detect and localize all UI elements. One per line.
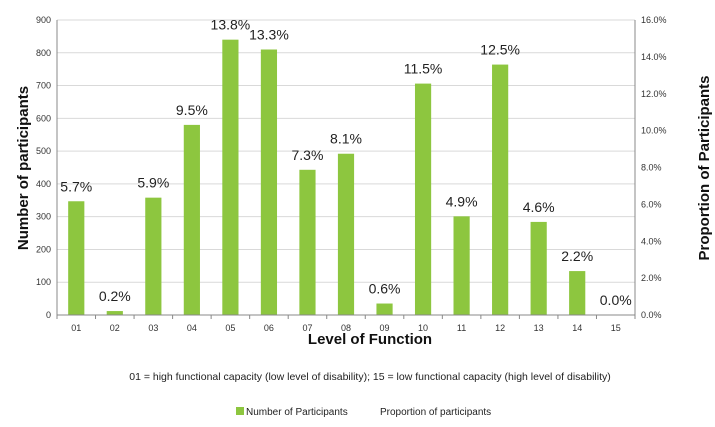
x-tick-label: 10 <box>418 323 428 333</box>
bar <box>569 271 586 315</box>
y2-tick-label: 14.0% <box>641 52 667 62</box>
x-tick-label: 13 <box>534 323 544 333</box>
bar <box>376 303 393 315</box>
bar <box>492 64 509 315</box>
y2-tick-label: 10.0% <box>641 126 667 136</box>
y-tick-label: 800 <box>36 48 51 58</box>
x-tick-label: 03 <box>148 323 158 333</box>
y-tick-label: 100 <box>36 277 51 287</box>
x-tick-label: 15 <box>611 323 621 333</box>
bar <box>530 221 547 315</box>
x-axis: 01 02 03 04 05 06 07 08 09 10 11 12 13 14 15 <box>56 314 636 333</box>
data-label: 13.8% <box>211 17 251 33</box>
bar <box>453 216 470 315</box>
y-axis-right: 0.0% 2.0% 4.0% 6.0% 8.0% 10.0% 12.0% 14.0% 16.0% <box>634 15 667 320</box>
x-tick-label: 06 <box>264 323 274 333</box>
y-tick-label: 200 <box>36 244 51 254</box>
x-tick-label: 12 <box>495 323 505 333</box>
y2-tick-label: 2.0% <box>641 273 662 283</box>
bar <box>183 124 200 315</box>
data-label: 5.9% <box>137 175 169 191</box>
x-axis-title: Level of Function <box>308 331 432 348</box>
x-tick-label: 14 <box>572 323 582 333</box>
bar <box>222 39 239 316</box>
y2-tick-label: 12.0% <box>641 89 667 99</box>
data-label: 8.1% <box>330 131 362 147</box>
x-tick-label: 11 <box>457 323 466 333</box>
data-label: 4.6% <box>523 199 555 215</box>
y-axis-title: Number of participants <box>15 86 32 250</box>
data-label: 12.5% <box>480 42 520 58</box>
data-label: 0.6% <box>369 281 401 297</box>
bar <box>260 49 278 315</box>
y2-tick-label: 16.0% <box>641 15 667 25</box>
data-label: 0.2% <box>99 288 131 304</box>
x-tick-label: 05 <box>225 323 235 333</box>
y2-tick-label: 0.0% <box>641 310 662 320</box>
y-tick-label: 300 <box>36 212 51 222</box>
bar <box>414 83 432 315</box>
y2-tick-label: 4.0% <box>641 236 662 246</box>
y-axis-left: 0 100 200 300 400 500 600 700 800 900 <box>36 15 58 320</box>
x-tick-label: 02 <box>110 323 120 333</box>
y2-tick-label: 8.0% <box>641 163 662 173</box>
y-tick-label: 0 <box>46 310 51 320</box>
y-tick-label: 600 <box>36 113 51 123</box>
data-labels: 5.7% 0.2% 5.9% 9.5% 13.8%13.3% 7.3% 8.1% 0.6% 11… <box>60 17 631 308</box>
bar <box>337 153 355 315</box>
bar <box>299 169 316 315</box>
legend-label-number: Number of Participants <box>246 407 348 418</box>
y2-axis-title: Proportion of Participants <box>696 75 713 260</box>
bar <box>145 197 162 315</box>
x-tick-label: 07 <box>302 323 312 333</box>
legend: Number of Participants Proportion of par… <box>236 407 491 418</box>
y-tick-label: 400 <box>36 179 51 189</box>
y-tick-label: 900 <box>36 15 51 25</box>
data-label: 0.0% <box>600 292 632 308</box>
data-label: 13.3% <box>249 27 289 43</box>
data-label: 7.3% <box>292 147 324 163</box>
bars <box>68 39 586 316</box>
data-label: 2.2% <box>561 248 593 264</box>
data-label: 5.7% <box>60 178 92 194</box>
x-tick-label: 08 <box>341 323 351 333</box>
x-tick-label: 04 <box>187 323 197 333</box>
y-tick-label: 500 <box>36 146 51 156</box>
caption: 01 = high functional capacity (low level… <box>129 371 611 383</box>
legend-swatch-number <box>236 407 244 415</box>
y-tick-label: 700 <box>36 81 51 91</box>
data-label: 4.9% <box>446 193 478 209</box>
bar <box>106 311 123 315</box>
y2-tick-label: 6.0% <box>641 199 662 209</box>
legend-label-proportion: Proportion of participants <box>380 407 491 418</box>
bar <box>68 201 85 315</box>
data-label: 9.5% <box>176 102 208 118</box>
data-label: 11.5% <box>404 61 443 77</box>
x-tick-label: 09 <box>380 323 390 333</box>
x-tick-label: 01 <box>71 323 81 333</box>
